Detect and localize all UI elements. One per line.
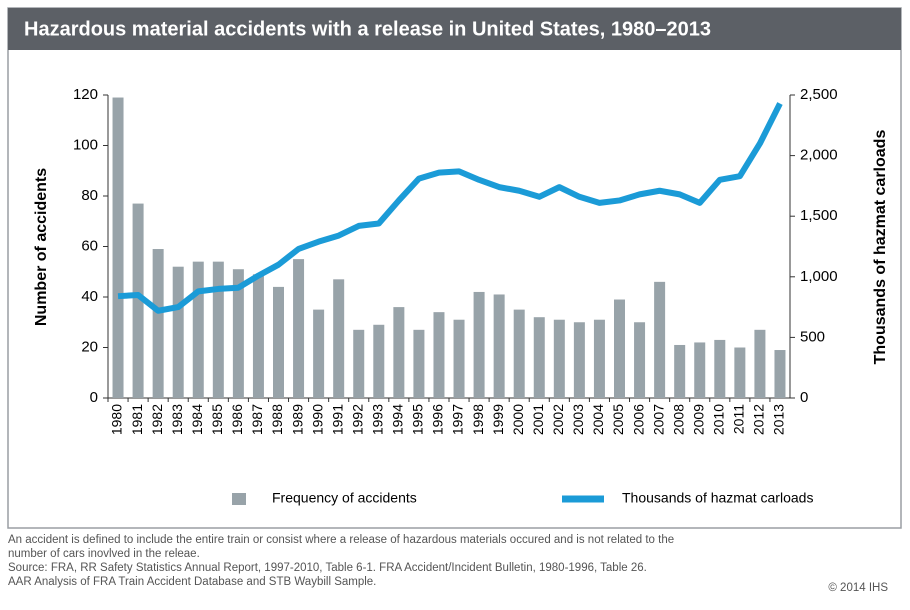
bar [132,203,144,398]
bar [493,294,505,398]
y-tick-label: 100 [73,136,98,153]
x-tick-label: 1995 [410,404,426,435]
bar [533,317,545,398]
bar [573,322,585,398]
y2-tick-label: 1,500 [800,207,838,224]
y2-tick-label: 1,000 [800,268,838,285]
y-tick-label: 80 [81,187,98,204]
x-tick-label: 1999 [490,404,506,435]
x-tick-label: 1987 [249,404,265,435]
bar [674,344,686,398]
x-tick-label: 2002 [550,404,566,435]
footnote: AAR Analysis of FRA Train Accident Datab… [8,576,376,588]
bar [273,286,284,398]
y2-tick-label: 2,500 [800,86,838,103]
bar [694,342,706,398]
bar [774,350,786,398]
bar [293,259,305,398]
x-tick-label: 1989 [289,404,305,435]
bar [353,329,365,398]
bar [553,319,565,398]
x-tick-label: 1986 [229,404,245,435]
x-tick-label: 2001 [530,404,546,435]
x-tick-label: 1992 [349,404,365,435]
x-tick-label: 1984 [189,404,205,435]
y-tick-label: 120 [73,86,98,103]
y-axis-label: Number of accidents [33,168,50,326]
footnote: Source: FRA, RR Safety Statistics Annual… [8,562,647,574]
bar [433,312,445,398]
y-tick-label: 40 [81,288,98,305]
x-tick-label: 1980 [109,404,125,435]
x-tick-label: 2004 [590,404,606,435]
x-tick-label: 2008 [670,404,686,435]
bar [593,319,605,398]
y-tick-label: 0 [90,389,98,406]
footnote: number of cars inovlved in the releae. [8,548,200,560]
y-tick-label: 20 [81,338,98,355]
bar [252,274,264,398]
x-tick-label: 2012 [751,404,767,435]
x-tick-label: 1981 [129,404,145,435]
bar [212,261,224,398]
x-tick-label: 1996 [430,404,446,435]
bar [232,269,244,398]
bar [654,281,666,398]
x-tick-label: 2011 [731,404,747,434]
y-tick-label: 60 [81,237,98,254]
bar [373,324,385,398]
bar [473,291,485,398]
bar [453,319,465,398]
bar [172,266,184,398]
line [117,102,783,314]
x-tick-label: 1988 [269,404,285,435]
legend-label: Frequency of accidents [272,490,417,506]
x-tick-label: 2005 [610,404,626,435]
x-tick-label: 1982 [149,404,165,435]
x-tick-label: 2000 [510,404,526,435]
x-tick-label: 2013 [771,404,787,435]
x-tick-label: 2010 [710,404,726,435]
x-tick-label: 1993 [369,404,385,435]
bar [754,329,766,398]
bar [513,309,525,398]
y2-tick-label: 500 [800,328,825,345]
y2-tick-label: 0 [800,389,808,406]
bar [614,299,625,398]
bar [734,347,746,398]
copyright: © 2014 IHS [828,582,888,594]
x-tick-label: 1997 [450,404,466,435]
bar [714,339,726,398]
x-tick-label: 1994 [390,404,406,435]
bar [112,97,124,399]
x-tick-label: 1998 [470,404,486,435]
legend-label: Thousands of hazmat carloads [622,490,813,506]
x-tick-label: 1985 [209,404,225,435]
y2-axis-label: Thousands of hazmat carloads [872,130,889,365]
x-tick-label: 2007 [650,404,666,435]
y2-tick-label: 2,000 [800,147,838,164]
header [8,8,901,50]
x-tick-label: 1991 [329,404,345,435]
x-tick-label: 2009 [690,404,706,435]
chart-title: Hazardous material accidents with a rele… [24,18,711,40]
footnote: An accident is defined to include the en… [8,534,674,546]
bar [333,279,345,398]
x-tick-label: 1990 [309,404,325,435]
legend-swatch [232,493,246,505]
bar [393,307,405,398]
bar [413,329,425,398]
bar [192,261,204,398]
x-tick-label: 1983 [169,404,185,435]
bar [152,249,164,398]
x-tick-label: 2003 [570,404,586,435]
bar [634,322,646,398]
x-tick-label: 2006 [630,404,646,435]
bar [313,309,325,398]
